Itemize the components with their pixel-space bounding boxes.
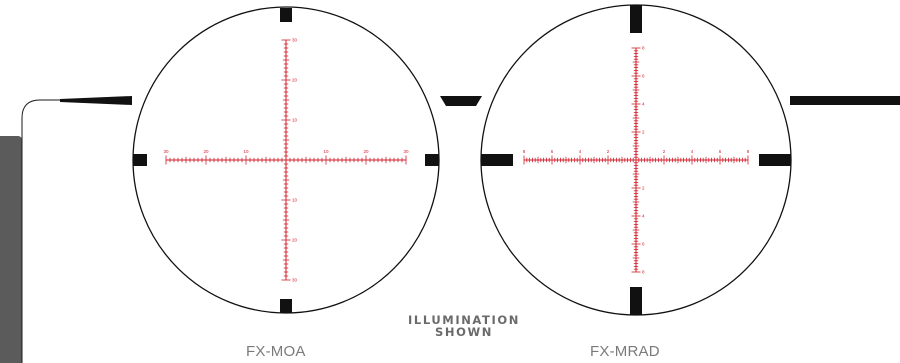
reticle-h-label: 30 xyxy=(163,149,169,154)
scope-fx-moa: 30 30 20 20 10 10 10 10 20 20 30 30 xyxy=(132,6,440,314)
reticle-h-label: 20 xyxy=(203,149,209,154)
reticle-v-label: 2 xyxy=(642,186,645,191)
reticle-h-label: 10 xyxy=(243,149,249,154)
reticle-v-label: 30 xyxy=(292,278,298,283)
reticle-v-label: 10 xyxy=(292,118,298,123)
post-top-moa xyxy=(280,8,292,22)
reticle-v-label: 20 xyxy=(292,238,298,243)
reticle-v-label: 6 xyxy=(642,242,645,247)
reticle-h-label: 2 xyxy=(607,149,610,154)
reticle-h-label: 6 xyxy=(719,149,722,154)
reticle-v-label: 20 xyxy=(292,78,298,83)
scope-fx-mrad: 8 8 6 6 4 4 2 2 2 2 4 4 6 6 8 8 xyxy=(480,4,792,316)
reticle-h-label: 4 xyxy=(579,149,582,154)
tab-outline xyxy=(21,99,60,363)
reticle-v-label: 4 xyxy=(642,214,645,219)
reticle-h-label: 6 xyxy=(551,149,554,154)
reticle-v-label: 10 xyxy=(292,198,298,203)
illumination-line-1: ILLUMINATION xyxy=(408,313,520,327)
post-top-mrad xyxy=(630,5,642,33)
reticle-h-label: 8 xyxy=(747,149,750,154)
reticle-h-label: 4 xyxy=(691,149,694,154)
reticle-h-label: 20 xyxy=(363,149,369,154)
middle-post xyxy=(440,96,482,106)
illumination-line-2: SHOWN xyxy=(435,325,493,339)
reticle-v-label: 2 xyxy=(642,130,645,135)
post-left-moa xyxy=(133,154,147,166)
reticle-v-label: 6 xyxy=(642,74,645,79)
illumination-note: ILLUMINATION SHOWN xyxy=(384,314,544,338)
mrad-red-reticle: 8 8 6 6 4 4 2 2 2 2 4 4 6 6 8 8 xyxy=(523,46,750,275)
reticle-v-label: 4 xyxy=(642,102,645,107)
side-tab[interactable] xyxy=(0,136,22,363)
reticle-h-label: 8 xyxy=(523,149,526,154)
left-post xyxy=(60,96,132,105)
post-left-mrad xyxy=(481,154,513,166)
post-right-moa xyxy=(425,154,439,166)
post-right-mrad xyxy=(759,154,791,166)
caption-fx-mrad: FX-MRAD xyxy=(590,343,660,360)
moa-red-reticle: 30 30 20 20 10 10 10 10 20 20 30 30 xyxy=(163,38,409,283)
reticle-v-label: 8 xyxy=(642,46,645,51)
right-post xyxy=(790,96,900,105)
reticle-h-label: 2 xyxy=(663,149,666,154)
reticle-v-label: 8 xyxy=(642,270,645,275)
post-bottom-mrad xyxy=(630,287,642,315)
reticle-v-label: 30 xyxy=(292,38,298,43)
caption-fx-moa: FX-MOA xyxy=(246,343,306,360)
post-bottom-moa xyxy=(280,299,292,313)
reticle-h-label: 10 xyxy=(323,149,329,154)
reticle-h-label: 30 xyxy=(403,149,409,154)
